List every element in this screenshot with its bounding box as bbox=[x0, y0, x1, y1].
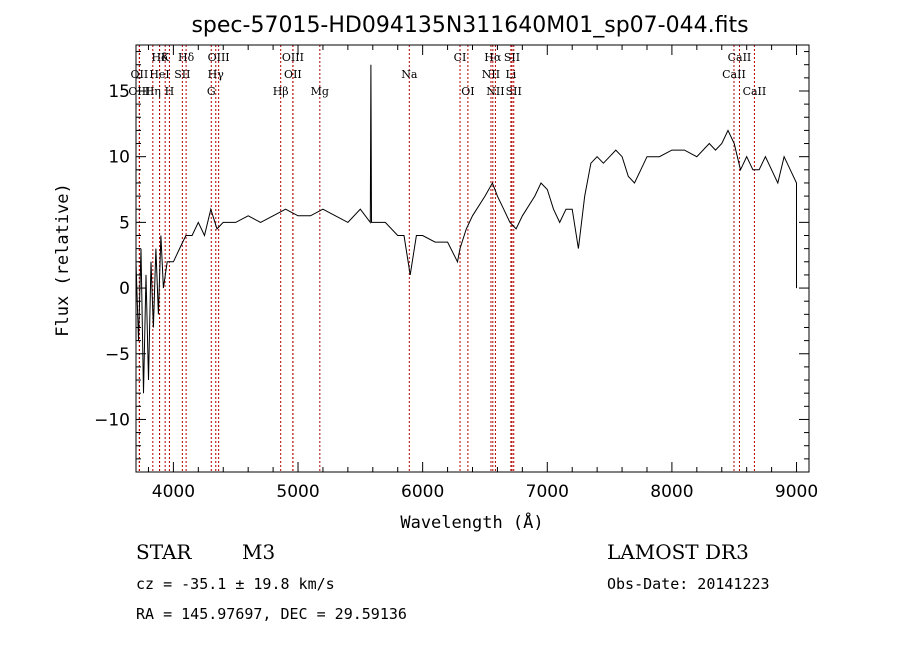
emission-line-label: OIII bbox=[128, 85, 150, 98]
y-axis-label: Flux (relative) bbox=[53, 183, 73, 337]
emission-line-label: Na bbox=[401, 68, 418, 81]
x-axis-label: Wavelength (Å) bbox=[400, 511, 543, 533]
emission-line-label: CaII bbox=[722, 68, 746, 81]
emission-line-label: Hη bbox=[145, 85, 161, 98]
redshift-info: cz = -35.1 ± 19.8 km/s bbox=[136, 575, 335, 593]
coordinates: RA = 145.97697, DEC = 29.59136 bbox=[136, 605, 407, 623]
emission-line-label: NII bbox=[482, 68, 500, 81]
emission-line-label: Hβ bbox=[273, 85, 289, 98]
y-tick-label: −5 bbox=[105, 345, 130, 365]
emission-line-markers bbox=[138, 45, 755, 472]
emission-line-label: OII bbox=[284, 68, 302, 81]
x-tick-label: 6000 bbox=[401, 482, 444, 502]
emission-line-label: OIII bbox=[208, 51, 230, 64]
object-subclass: M3 bbox=[242, 540, 275, 564]
emission-line-label: CI bbox=[454, 51, 467, 64]
emission-line-label: K bbox=[161, 51, 170, 64]
y-tick-label: 5 bbox=[119, 213, 130, 233]
x-tick-label: 5000 bbox=[276, 482, 319, 502]
x-tick-label: 8000 bbox=[650, 482, 693, 502]
emission-line-label: Hγ bbox=[208, 68, 225, 81]
x-axis: 4000 5000 6000 7000 8000 9000 bbox=[147, 45, 818, 502]
emission-line-label: OI bbox=[461, 85, 474, 98]
y-tick-label: 10 bbox=[108, 148, 130, 168]
emission-line-label: CaII bbox=[728, 51, 752, 64]
y-axis: −10 −5 0 5 10 15 bbox=[94, 51, 809, 460]
chart-title: spec-57015-HD094135N311640M01_sp07-044.f… bbox=[191, 13, 748, 38]
y-tick-label: 0 bbox=[119, 279, 130, 299]
x-tick-label: 7000 bbox=[526, 482, 569, 502]
x-tick-label: 9000 bbox=[775, 482, 818, 502]
emission-line-label: Hα bbox=[484, 51, 502, 64]
emission-line-label: Hδ bbox=[178, 51, 195, 64]
spectrum-series-line bbox=[135, 64, 797, 394]
plot-frame bbox=[135, 44, 810, 473]
emission-line-label: Mg bbox=[311, 85, 329, 98]
obs-date: Obs-Date: 20141223 bbox=[607, 575, 770, 593]
emission-line-label: Hδ bbox=[151, 51, 168, 64]
x-tick-label: 4000 bbox=[152, 482, 195, 502]
emission-line-label: CaII bbox=[743, 85, 767, 98]
emission-line-label: SII bbox=[174, 68, 190, 81]
emission-line-label: SII bbox=[504, 51, 520, 64]
emission-line-label: NII bbox=[486, 85, 504, 98]
emission-line-label: H bbox=[165, 85, 175, 98]
y-tick-label: −10 bbox=[94, 410, 130, 430]
emission-line-label: Li bbox=[505, 68, 516, 81]
emission-line-label: SII bbox=[506, 85, 522, 98]
y-tick-label: 15 bbox=[108, 82, 130, 102]
emission-line-label: G bbox=[207, 85, 216, 98]
emission-line-label: OII bbox=[131, 68, 149, 81]
survey-name: LAMOST DR3 bbox=[607, 540, 749, 564]
emission-line-label: HeI bbox=[149, 68, 169, 81]
emission-line-label: OIII bbox=[282, 51, 304, 64]
object-class: STAR bbox=[136, 540, 192, 564]
